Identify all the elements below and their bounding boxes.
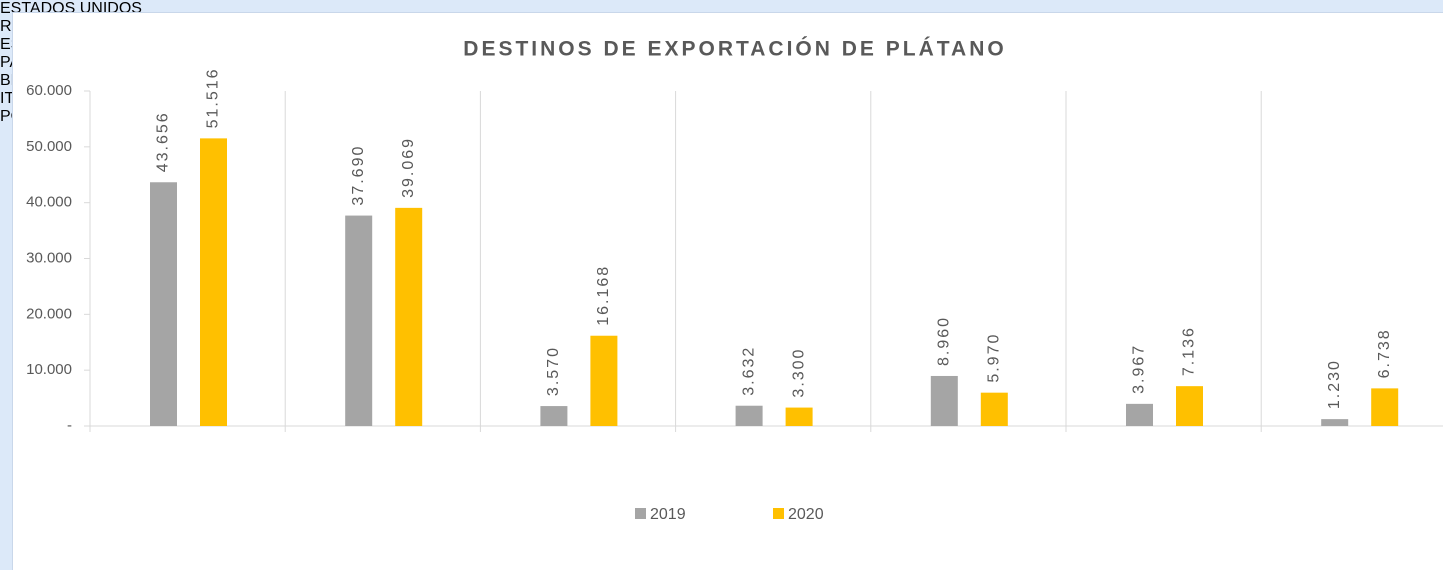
y-tick-label: 50.000	[26, 138, 72, 155]
data-label: 16.168	[595, 265, 612, 326]
data-label: 6.738	[1376, 328, 1393, 378]
bar	[150, 182, 177, 426]
data-label: 3.570	[545, 346, 562, 396]
data-label: 39.069	[400, 137, 417, 198]
data-label: 37.690	[350, 145, 367, 206]
data-label: 7.136	[1181, 326, 1198, 376]
bar	[345, 215, 373, 426]
bar	[1321, 419, 1349, 426]
bar	[395, 207, 423, 426]
chart-panel	[12, 12, 1443, 570]
bar	[1371, 388, 1399, 426]
bar	[980, 392, 1008, 426]
bar	[1126, 403, 1153, 426]
y-tick-label: 10.000	[26, 361, 72, 378]
bar	[590, 335, 618, 426]
bar	[785, 407, 813, 426]
legend-label: 2019	[650, 506, 686, 523]
bar	[930, 375, 958, 426]
data-label: 1.230	[1326, 359, 1343, 409]
data-label: 43.656	[155, 111, 172, 172]
y-tick-label: 40.000	[26, 194, 72, 211]
y-tick-label: 20.000	[26, 305, 72, 322]
data-label: 3.300	[790, 348, 807, 398]
y-tick-label: 60.000	[26, 82, 72, 99]
data-label: 5.970	[986, 333, 1003, 383]
data-label: 3.632	[740, 346, 757, 396]
legend-label: 2020	[788, 506, 824, 523]
legend-swatch	[773, 508, 784, 519]
data-label: 51.516	[205, 67, 222, 128]
bar	[735, 405, 763, 426]
data-label: 3.967	[1131, 344, 1148, 394]
data-label: 8.960	[936, 316, 953, 366]
chart-title: DESTINOS DE EXPORTACIÓN DE PLÁTANO	[463, 37, 1006, 61]
legend-swatch	[635, 508, 646, 519]
bar	[200, 138, 227, 426]
y-tick-label: -	[67, 417, 72, 434]
bar	[540, 406, 568, 426]
y-tick-label: 30.000	[26, 249, 72, 266]
bar	[1176, 386, 1203, 426]
